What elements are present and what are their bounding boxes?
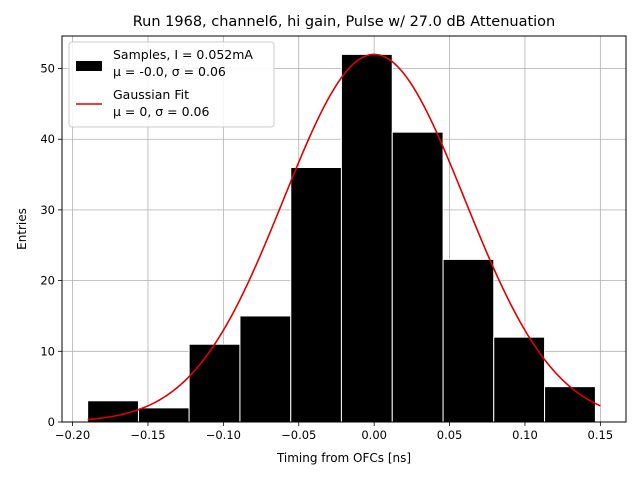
legend: Samples, I = 0.052mA μ = -0.0, σ = 0.06 …: [68, 41, 275, 128]
legend-box: [68, 41, 275, 128]
histogram-bars: [87, 53, 596, 423]
y-axis-label: Entries: [15, 208, 29, 250]
histogram-bar: [188, 343, 241, 423]
histogram-bar: [391, 131, 444, 423]
histogram-bar: [290, 166, 342, 423]
histogram-bar: [442, 258, 495, 423]
x-tick-label: 0.15: [588, 428, 614, 442]
gaussian-fit-curve: [87, 53, 601, 421]
gaussian-fit: [87, 53, 601, 421]
histogram-bar: [239, 315, 292, 423]
y-tick-label: 50: [40, 62, 55, 76]
x-tick-label: −0.20: [55, 428, 90, 442]
x-axis-label: Timing from OFCs [ns]: [276, 451, 411, 465]
histogram-bar: [544, 386, 596, 423]
legend-samples-label: Samples, I = 0.052mA: [113, 47, 253, 62]
x-tick-label: 0.00: [361, 428, 387, 442]
histogram-bar: [137, 407, 190, 423]
y-tick-label: 20: [40, 274, 55, 288]
chart-title: Run 1968, channel6, hi gain, Pulse w/ 27…: [133, 14, 556, 30]
legend-samples-swatch: [76, 61, 102, 71]
legend-fit-label: Gaussian Fit: [113, 87, 189, 102]
plot-frame: [61, 35, 627, 423]
histogram-bar: [493, 336, 546, 423]
axis-ticks: −0.20 −0.15 −0.10 −0.05 0.00 0.05 0.10 0.15 0 10 2…: [40, 62, 613, 442]
x-tick-label: 0.10: [512, 428, 538, 442]
y-tick-label: 30: [40, 203, 55, 217]
legend-samples-stats: μ = -0.0, σ = 0.06: [113, 64, 226, 79]
x-tick-label: −0.10: [206, 428, 241, 442]
x-tick-label: −0.05: [281, 428, 316, 442]
y-tick-label: 40: [40, 132, 55, 146]
y-tick-label: 10: [40, 344, 55, 358]
y-tick-label: 0: [48, 415, 55, 429]
x-tick-label: 0.05: [437, 428, 463, 442]
x-tick-label: −0.15: [130, 428, 165, 442]
legend-fit-stats: μ = 0, σ = 0.06: [113, 104, 209, 119]
histogram-bar: [340, 53, 393, 423]
